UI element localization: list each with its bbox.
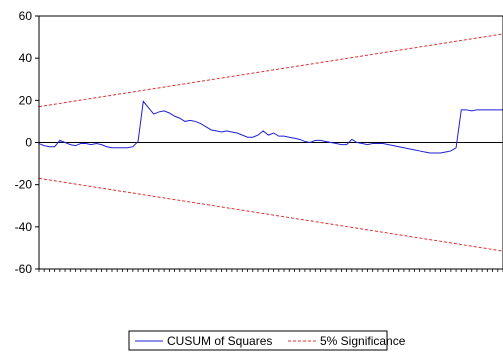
y-axis-ticks: -60 -40 -20 0 20 40 60: [15, 9, 39, 276]
y-tick-label: -40: [15, 220, 33, 234]
legend-label-significance: 5% Significance: [320, 334, 406, 348]
significance-upper-line: [39, 33, 503, 108]
y-tick-label: 0: [25, 136, 32, 150]
legend-label-cusum: CUSUM of Squares: [167, 334, 272, 348]
significance-lower-line: [39, 177, 503, 252]
y-tick-label: -20: [15, 178, 33, 192]
legend: CUSUM of Squares 5% Significance: [128, 330, 406, 351]
plot-lines: [39, 33, 503, 252]
cusum-squares-line: [39, 100, 503, 154]
y-tick-label: 20: [19, 93, 33, 107]
plot-frame: [38, 15, 503, 270]
y-tick-label: 60: [19, 9, 33, 23]
y-tick-label: 40: [19, 51, 33, 65]
legend-box: [128, 330, 388, 351]
y-tick-label: -60: [15, 262, 33, 276]
